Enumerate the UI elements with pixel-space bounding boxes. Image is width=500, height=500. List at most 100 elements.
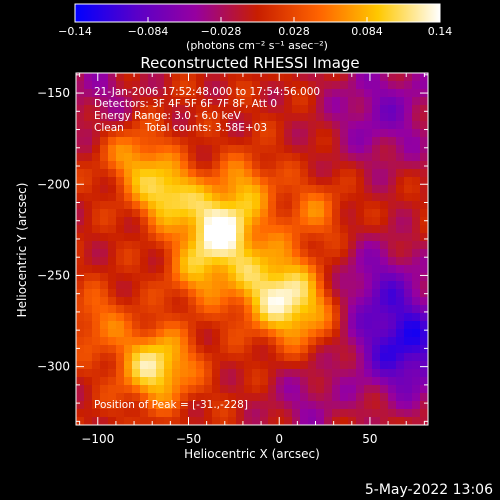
heatmap-cell <box>292 265 301 274</box>
heatmap-cell <box>412 201 421 210</box>
heatmap-cell <box>380 137 389 146</box>
heatmap-cell <box>332 345 341 354</box>
heatmap-cell <box>212 377 221 386</box>
heatmap-cell <box>84 217 93 226</box>
heatmap-cell <box>92 369 101 378</box>
heatmap-cell <box>76 273 85 282</box>
heatmap-cell <box>124 177 133 186</box>
heatmap-cell <box>380 97 389 106</box>
heatmap-cell <box>220 241 229 250</box>
heatmap-cell <box>140 313 149 322</box>
heatmap-cell <box>308 73 317 82</box>
heatmap-cell <box>284 393 293 402</box>
heatmap-cell <box>164 73 173 82</box>
heatmap-cell <box>228 361 237 370</box>
heatmap-cell <box>340 121 349 130</box>
heatmap-cell <box>84 185 93 194</box>
heatmap-cell <box>212 105 221 114</box>
heatmap-cell <box>156 73 165 82</box>
heatmap-cell <box>268 121 277 130</box>
heatmap-cell <box>380 81 389 90</box>
heatmap-cell <box>220 337 229 346</box>
heatmap-cell <box>244 177 253 186</box>
heatmap-cell <box>380 201 389 210</box>
heatmap-cell <box>132 273 141 282</box>
heatmap-cell <box>252 257 261 266</box>
heatmap-cell <box>156 177 165 186</box>
heatmap-cell <box>396 337 405 346</box>
heatmap-cell <box>244 121 253 130</box>
heatmap-cell <box>340 81 349 90</box>
heatmap-cell <box>260 145 269 154</box>
heatmap-cell <box>220 289 229 298</box>
heatmap-cell <box>84 385 93 394</box>
heatmap-cell <box>204 289 213 298</box>
heatmap-cell <box>292 409 301 418</box>
heatmap-cell <box>252 241 261 250</box>
heatmap-cell <box>372 241 381 250</box>
heatmap-cell <box>116 345 125 354</box>
heatmap-cell <box>404 313 413 322</box>
heatmap-cell <box>404 153 413 162</box>
heatmap-cell <box>292 209 301 218</box>
heatmap-cell <box>356 169 365 178</box>
heatmap-cell <box>276 225 285 234</box>
heatmap-cell <box>260 113 269 122</box>
heatmap-cell <box>244 249 253 258</box>
heatmap-cell <box>100 289 109 298</box>
heatmap-cell <box>196 273 205 282</box>
heatmap-cell <box>244 313 253 322</box>
heatmap-cell <box>100 217 109 226</box>
heatmap-cell <box>404 73 413 82</box>
heatmap-cell <box>164 177 173 186</box>
heatmap-cell <box>132 201 141 210</box>
heatmap-cell <box>332 305 341 314</box>
heatmap-cell <box>156 313 165 322</box>
heatmap-cell <box>228 161 237 170</box>
heatmap-cell <box>84 153 93 162</box>
heatmap-cell <box>108 241 117 250</box>
heatmap-cell <box>356 289 365 298</box>
heatmap-cell <box>308 289 317 298</box>
heatmap-cell <box>212 137 221 146</box>
heatmap-cell <box>156 321 165 330</box>
heatmap-cell <box>100 417 109 426</box>
heatmap-cell <box>268 345 277 354</box>
heatmap-cell <box>196 193 205 202</box>
heatmap-cell <box>100 401 109 410</box>
heatmap-cell <box>364 241 373 250</box>
heatmap-cell <box>108 353 117 362</box>
heatmap-cell <box>292 337 301 346</box>
heatmap-cell <box>220 377 229 386</box>
heatmap-cell <box>284 161 293 170</box>
heatmap-cell <box>260 409 269 418</box>
heatmap-cell <box>108 409 117 418</box>
heatmap-cell <box>236 321 245 330</box>
heatmap-cell <box>180 193 189 202</box>
heatmap-cell <box>292 233 301 242</box>
heatmap-cell <box>372 361 381 370</box>
heatmap-cell <box>276 105 285 114</box>
heatmap-cell <box>164 265 173 274</box>
heatmap-cell <box>372 177 381 186</box>
heatmap-cell <box>340 137 349 146</box>
heatmap-cell <box>388 313 397 322</box>
heatmap-cell <box>100 241 109 250</box>
heatmap-cell <box>332 329 341 338</box>
heatmap-cell <box>76 113 85 122</box>
heatmap-cell <box>92 345 101 354</box>
heatmap-cell <box>92 409 101 418</box>
heatmap-cell <box>92 281 101 290</box>
heatmap-cell <box>228 281 237 290</box>
heatmap-cell <box>412 273 421 282</box>
heatmap-cell <box>140 361 149 370</box>
heatmap-cell <box>276 81 285 90</box>
heatmap-cell <box>244 217 253 226</box>
heatmap-cell <box>300 377 309 386</box>
heatmap-cell <box>372 81 381 90</box>
heatmap-cell <box>140 257 149 266</box>
heatmap-cell <box>316 353 325 362</box>
heatmap-cell <box>228 177 237 186</box>
heatmap-cell <box>276 121 285 130</box>
heatmap-cell <box>356 345 365 354</box>
